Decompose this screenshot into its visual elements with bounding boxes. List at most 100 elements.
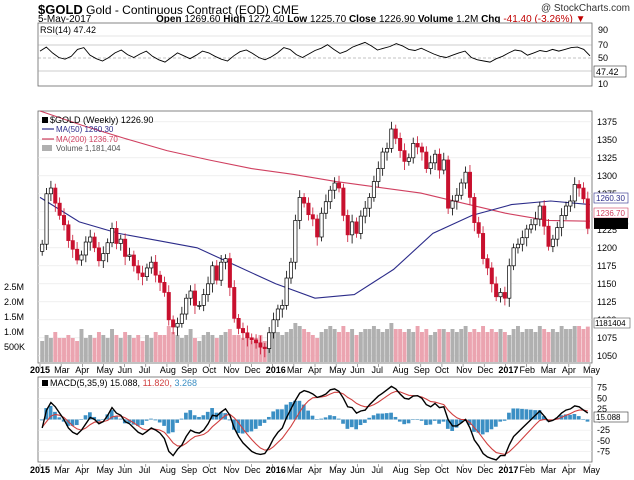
macd-hist-bar (459, 419, 463, 423)
macd-hist-bar (415, 419, 420, 420)
macd-hist-bar (328, 415, 332, 420)
volume-bar (127, 335, 132, 362)
candle-body (44, 193, 49, 245)
volume-bar (105, 338, 110, 362)
volume-y-axis: 2.5M 2.0M 1.5M 1.0M 500K (4, 282, 25, 352)
candle-body (502, 292, 507, 299)
volume-bar (419, 332, 424, 362)
volume-bar (75, 341, 80, 362)
candle-body (96, 247, 101, 262)
macd-hist-bar (249, 419, 254, 432)
macd-hist-bar (218, 412, 223, 420)
candle-body (354, 221, 359, 234)
x-tick-label: Jul (371, 465, 383, 475)
volume-bar (140, 341, 145, 362)
candle-body (258, 342, 263, 348)
x-tick-label: Mar (54, 365, 70, 375)
candle-body (345, 215, 350, 236)
macd-hist-bar (197, 416, 201, 420)
macd-hist-bar (341, 419, 345, 424)
candle-body (66, 224, 71, 241)
volume-tick-label: 2.5M (4, 282, 24, 292)
volume-bar (131, 338, 136, 362)
volume-bar (188, 329, 193, 362)
macd-tick-label: -75 (597, 446, 610, 456)
volume-bar (476, 332, 481, 362)
candle-body (577, 184, 582, 189)
macd-hist-bar (140, 419, 145, 426)
candle-body (275, 308, 280, 321)
volume-bar (428, 335, 433, 362)
candle-body (563, 205, 569, 216)
volume-bar (467, 332, 472, 362)
candle-body (306, 202, 311, 216)
macd-hist-bar (319, 418, 324, 420)
price-tick-label: 1175 (597, 261, 616, 271)
x-tick-label: Sep (181, 365, 197, 375)
legend-title: $GOLD (Weekly) 1226.90 (50, 115, 153, 125)
macd-tick-label: 25 (597, 404, 607, 414)
candle-body (123, 238, 128, 257)
volume-bar (367, 329, 372, 362)
candle-body (53, 187, 58, 204)
candle-body (472, 197, 477, 223)
macd-hist-bar (271, 411, 276, 420)
ohlc-line: Open 1269.60 High 1272.40 Low 1225.70 Cl… (156, 14, 585, 25)
macd-hist-bar (363, 419, 367, 423)
close-label: Close (348, 14, 377, 25)
candle-body (166, 292, 171, 321)
volume-bar (454, 332, 459, 362)
price-tick-label: 1300 (597, 171, 617, 181)
candle-body (380, 151, 385, 169)
macd-hist-bar (74, 419, 79, 426)
macd-hist-bar (406, 419, 411, 424)
macd-hist-bar (537, 410, 542, 420)
price-tick-label: 1200 (597, 243, 617, 253)
volume-label: Volume (417, 14, 454, 25)
macd-hist-bar (96, 419, 101, 422)
volume-bar (585, 326, 590, 362)
candle-body (184, 297, 189, 315)
down-arrow-icon: ▼ (575, 14, 586, 25)
macd-hist-bar (441, 419, 446, 422)
x-tick-label: Nov (456, 465, 473, 475)
candle-body (75, 248, 80, 261)
candle-body (450, 200, 455, 209)
macd-tick-label: -25 (597, 425, 610, 435)
candle-body (127, 254, 132, 257)
macd-hist-bar (358, 419, 363, 426)
price-tick-label: 1075 (597, 333, 617, 343)
symbol: $GOLD (38, 2, 83, 17)
volume-bar (83, 338, 88, 362)
macd-hist-bar (393, 416, 398, 420)
volume-bar (354, 335, 359, 362)
macd-legend-macd: 15.088, (110, 378, 140, 388)
macd-hist-bar (380, 413, 385, 420)
volume-bar (572, 326, 577, 362)
x-tick-label: Oct (435, 365, 450, 375)
x-tick-label: Mar (287, 465, 303, 475)
volume-bar (363, 329, 368, 362)
volume-bar (79, 329, 84, 362)
x-tick-label: Aug (160, 465, 176, 475)
volume-bar (319, 332, 324, 362)
macd-hist-bar (389, 412, 393, 420)
macd-hist-bar (175, 419, 180, 423)
macd-hist-bar (480, 419, 485, 435)
exchange: CME (272, 3, 299, 17)
macd-hist-bar (306, 410, 310, 420)
volume-bar (315, 338, 320, 362)
macd-hist-bar (541, 416, 546, 420)
candle-body (40, 243, 45, 252)
volume-bar (271, 329, 276, 362)
macd-hist-bar (493, 419, 498, 427)
volume-bar (144, 335, 149, 362)
x-tick-label: Oct (202, 365, 217, 375)
macd-hist-bar (472, 419, 476, 432)
open-value: 1269.60 (184, 14, 221, 25)
candle-body (371, 181, 376, 198)
candle-body (467, 171, 472, 198)
macd-tick-label: 75 (597, 383, 607, 393)
x-axis-price: 2015 Mar Apr May Jun Jul Aug Sep Oct Nov Dec 2016 Ma… (30, 364, 601, 375)
